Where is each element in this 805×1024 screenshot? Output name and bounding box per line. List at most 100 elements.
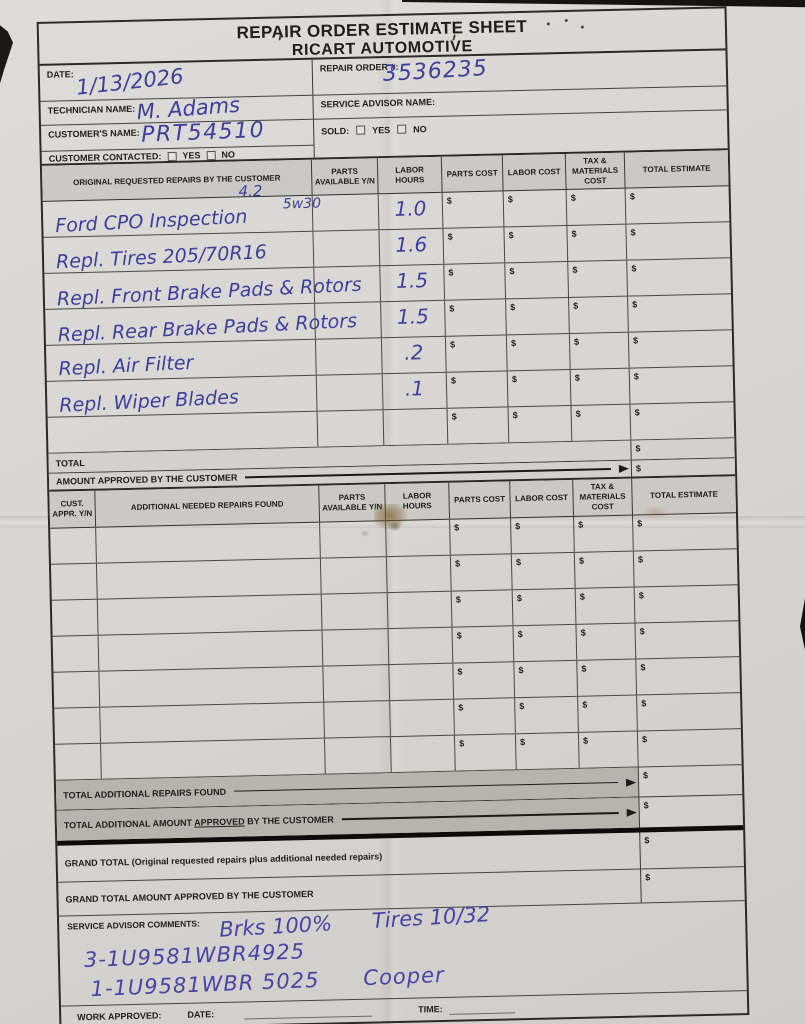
arrow-head bbox=[625, 778, 637, 787]
repair-description-handwritten: Repl. Tires 205/70R16 bbox=[55, 241, 268, 274]
dollar-sign: $ bbox=[509, 266, 515, 277]
dollar-sign: $ bbox=[582, 699, 588, 710]
sold-label: SOLD: bbox=[321, 125, 350, 137]
comment-part-number: 1-1U9581WBR 5025 bbox=[90, 967, 320, 1002]
column-header: PARTS AVAILABLE Y/N bbox=[310, 158, 378, 195]
repair-order-handwritten-value: 3536235 bbox=[382, 55, 489, 87]
dollar-sign: $ bbox=[634, 407, 640, 418]
dollar-sign: $ bbox=[454, 522, 460, 533]
total-additional-repairs-label: TOTAL ADDITIONAL REPAIRS FOUND bbox=[63, 786, 227, 801]
background-edge-right bbox=[800, 598, 805, 650]
dollar-sign: $ bbox=[571, 228, 577, 239]
date-row: DATE: 1/13/2026 bbox=[39, 59, 313, 102]
total-additional-approved-label: TOTAL ADDITIONAL AMOUNT APPROVED BY THE … bbox=[64, 814, 334, 830]
dollar-sign: $ bbox=[641, 734, 648, 745]
yes-label: YES bbox=[182, 150, 201, 161]
labor-hours-handwritten: .2 bbox=[403, 340, 424, 365]
yes-label: YES bbox=[372, 124, 391, 136]
dollar-sign: $ bbox=[643, 800, 649, 811]
dollar-sign: $ bbox=[580, 627, 586, 638]
dollar-sign: $ bbox=[456, 630, 462, 641]
customer-contacted-label: CUSTOMER CONTACTED: bbox=[48, 151, 162, 164]
label-part: BY THE CUSTOMER bbox=[247, 814, 334, 827]
background-edge-left bbox=[0, 25, 13, 84]
dollar-sign: $ bbox=[630, 227, 636, 238]
dollar-sign: $ bbox=[447, 231, 453, 242]
dollar-sign: $ bbox=[635, 463, 642, 474]
time-blank-line bbox=[448, 1001, 515, 1015]
comment-tires: Tires 10/32 bbox=[371, 902, 491, 933]
service-advisor-comments-section: SERVICE ADVISOR COMMENTS: Brks 100% Tire… bbox=[58, 901, 747, 1007]
handwritten-note: 4.2 bbox=[238, 181, 263, 201]
info-left-column: DATE: 1/13/2026 TECHNICIAN NAME: M. Adam… bbox=[39, 59, 314, 164]
dollar-sign: $ bbox=[642, 770, 649, 781]
no-label: NO bbox=[221, 149, 236, 160]
dollar-sign: $ bbox=[578, 519, 584, 530]
comment-tire-brand: Cooper bbox=[362, 962, 446, 991]
grand-total-label: GRAND TOTAL (Original requested repairs … bbox=[64, 851, 383, 869]
label-part-underlined: APPROVED bbox=[194, 816, 245, 828]
arrow-head bbox=[626, 808, 637, 817]
dollar-sign: $ bbox=[450, 375, 457, 386]
arrow-head bbox=[618, 464, 630, 473]
column-header: ORIGINAL REQUESTED REPAIRS BY THE CUSTOM… bbox=[72, 172, 281, 187]
dollar-sign: $ bbox=[511, 374, 517, 385]
dollar-sign: $ bbox=[635, 443, 641, 454]
labor-hours-handwritten: .1 bbox=[404, 376, 425, 401]
column-header: LABOR COST bbox=[501, 154, 566, 191]
column-header: TAX & MATERIALS COST bbox=[564, 152, 625, 190]
grand-total-approved-label: GRAND TOTAL AMOUNT APPROVED BY THE CUSTO… bbox=[65, 888, 314, 905]
customer-name-label: CUSTOMER'S NAME: bbox=[48, 127, 140, 140]
comments-handwritten-line3: 1-1U9581WBR 5025 Cooper bbox=[90, 962, 446, 1002]
dollar-sign: $ bbox=[632, 335, 639, 346]
arrow-line bbox=[341, 812, 619, 820]
column-header: TAX & MATERIALS COST bbox=[572, 478, 632, 516]
work-approved-label: WORK APPROVED: bbox=[77, 1010, 162, 1023]
dollar-sign: $ bbox=[582, 735, 589, 746]
column-header: LABOR HOURS bbox=[376, 156, 442, 194]
faint-smudge bbox=[642, 506, 668, 520]
time-label: TIME: bbox=[418, 1004, 443, 1015]
no-label: NO bbox=[413, 124, 427, 135]
dollar-sign: $ bbox=[517, 629, 523, 640]
date-blank-line bbox=[244, 1005, 373, 1020]
dollar-sign: $ bbox=[578, 555, 585, 566]
dollar-sign: $ bbox=[515, 557, 522, 568]
dollar-sign: $ bbox=[519, 701, 525, 712]
customer-contacted-yes-checkbox bbox=[167, 151, 177, 161]
dollar-sign: $ bbox=[458, 702, 464, 713]
dollar-sign: $ bbox=[508, 230, 514, 241]
amount-approved-label: AMOUNT APPROVED BY THE CUSTOMER bbox=[55, 472, 238, 487]
dollar-sign: $ bbox=[573, 336, 580, 347]
dollar-sign: $ bbox=[632, 299, 638, 310]
column-header: PARTS COST bbox=[448, 481, 511, 519]
dollar-sign: $ bbox=[457, 666, 463, 677]
comments-handwritten-line2: 3-1U9581WBR4925 bbox=[83, 939, 306, 973]
column-header: ADDITIONAL NEEDED REPAIRS FOUND bbox=[94, 485, 320, 527]
comment-brakes: Brks 100% bbox=[218, 911, 333, 942]
dollar-sign: $ bbox=[507, 194, 513, 205]
repair-description-handwritten: Ford CPO Inspection bbox=[54, 205, 248, 238]
dollar-sign: $ bbox=[518, 665, 524, 676]
repair-description-handwritten: Repl. Air Filter bbox=[58, 351, 194, 381]
dollar-sign: $ bbox=[451, 411, 457, 422]
pen-speck bbox=[580, 25, 584, 29]
dollar-sign: $ bbox=[455, 594, 461, 605]
dollar-sign: $ bbox=[572, 264, 578, 275]
coffee-stain bbox=[388, 520, 402, 532]
dollar-sign: $ bbox=[644, 835, 650, 846]
arrow-line bbox=[245, 468, 611, 479]
dollar-sign: $ bbox=[510, 302, 516, 313]
dollar-sign: $ bbox=[581, 663, 587, 674]
dollar-sign: $ bbox=[516, 593, 522, 604]
dollar-sign: $ bbox=[641, 698, 647, 709]
customer-handwritten-value: PRT54510 bbox=[140, 117, 266, 148]
labor-hours-handwritten: 1.5 bbox=[396, 304, 430, 329]
dollar-sign: $ bbox=[573, 300, 579, 311]
sold-yes-checkbox bbox=[356, 125, 366, 135]
faint-smudge bbox=[360, 530, 370, 537]
pen-speck bbox=[546, 22, 550, 26]
dollar-sign: $ bbox=[459, 738, 465, 749]
dollar-sign: $ bbox=[639, 626, 645, 637]
repair-description-handwritten: Repl. Wiper Blades bbox=[58, 386, 240, 417]
